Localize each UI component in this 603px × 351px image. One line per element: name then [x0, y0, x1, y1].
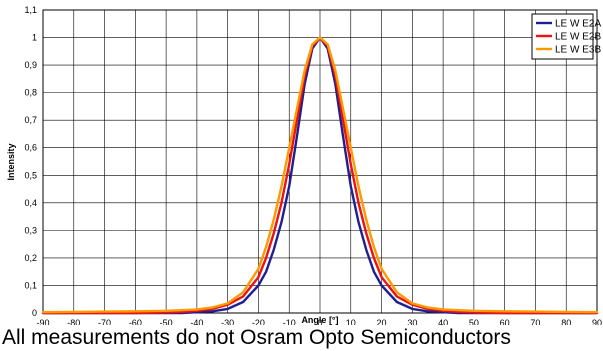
y-tick-label: 0,2: [24, 253, 37, 263]
x-tick-label: -60: [129, 318, 142, 325]
y-tick-label: 1,1: [24, 5, 37, 15]
x-tick-label: -10: [283, 318, 296, 325]
x-tick-label: -20: [252, 318, 265, 325]
chart-svg: -90 -80 -70 -60 -50 -40 -30 -20 -10 0 10 20 30 40 50 60…: [6, 5, 602, 328]
y-tick-label: 0,5: [24, 170, 37, 180]
y-axis-title: Intensity: [6, 143, 16, 180]
x-tick-label: 30: [407, 318, 417, 325]
y-tick-labels: 0 0,1 0,2 0,3 0,4 0,5 0,6 0,7 0,8 0,9 1 1,1: [24, 5, 37, 318]
legend-label: LE W E3B: [555, 45, 601, 56]
series-line-3: [41, 36, 599, 314]
y-tick-label: 1: [32, 33, 37, 43]
plot-frame: [42, 9, 598, 314]
x-tick-label: 10: [346, 318, 356, 325]
legend-label: LE W E2A: [555, 19, 601, 30]
x-tick-label: -40: [190, 318, 203, 325]
x-tick-label: 80: [561, 318, 571, 325]
x-tick-label: 20: [377, 318, 387, 325]
y-tick-label: 0,1: [24, 280, 37, 290]
y-tick-label: 0,3: [24, 225, 37, 235]
x-tick-labels: -90 -80 -70 -60 -50 -40 -30 -20 -10 0 10 20 30 40 50 60…: [36, 318, 602, 328]
x-tick-label: 40: [438, 318, 448, 325]
y-tick-label: 0,4: [24, 198, 37, 208]
x-tick-label: -30: [221, 318, 234, 325]
legend-label: LE W E2B: [555, 32, 601, 43]
x-tick-label: 50: [469, 318, 479, 325]
y-tick-label: 0,6: [24, 143, 37, 153]
x-tick-label: -50: [160, 318, 173, 325]
x-tick-label: -80: [67, 318, 80, 325]
x-tick-label: 0: [317, 318, 322, 325]
caption-text: All measurements do not Osram Opto Semic…: [2, 326, 511, 349]
legend: LE W E2A LE W E2B LE W E3B: [531, 13, 601, 60]
x-tick-label: -70: [98, 318, 111, 325]
x-axis-title: Angle [°]: [301, 315, 338, 325]
x-tick-label: -90: [36, 318, 49, 325]
series-layer: [41, 36, 599, 315]
y-tick-label: 0,9: [24, 60, 37, 70]
x-tick-label: 60: [500, 318, 510, 325]
y-tick-label: 0,7: [24, 115, 37, 125]
y-tick-label: 0: [32, 308, 37, 318]
y-tick-label: 0,8: [24, 88, 37, 98]
x-tick-label: 90: [592, 318, 602, 325]
x-tick-label: 70: [530, 318, 540, 325]
